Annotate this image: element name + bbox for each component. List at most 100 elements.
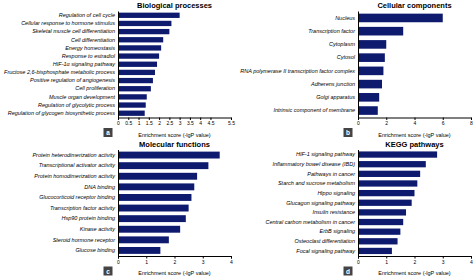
- x-tick: 2: [158, 118, 161, 127]
- x-tick: 2: [174, 256, 177, 265]
- y-tick-label: Transcriptional activator activity: [39, 162, 117, 168]
- bar: [118, 102, 146, 107]
- x-tick-label: 0: [117, 259, 120, 265]
- y-tick: Intrinsic component of membrane: [273, 107, 358, 113]
- x-tick-label: 2.5: [166, 120, 173, 126]
- bar: [118, 70, 155, 75]
- x-tick-label: 0: [357, 120, 360, 126]
- y-tick-label: ErbB signaling: [320, 228, 356, 234]
- bar: [358, 190, 415, 196]
- y-tick-label: Inflammatory bowel disease (IBD): [272, 161, 355, 167]
- y-tick-label: Protein heterodimerization activity: [32, 152, 116, 158]
- bars: [118, 152, 220, 254]
- y-tick: Inflammatory bowel disease (IBD): [272, 161, 358, 167]
- y-tick-label: Transcription factor: [308, 28, 356, 34]
- y-tick-label: Hsp90 protein binding: [61, 215, 115, 221]
- x-tick: 1: [385, 256, 388, 265]
- x-tick: 2: [385, 118, 388, 127]
- y-tick-label: HIF-1 signaling pathway: [296, 151, 356, 157]
- y-tick-label: Regulation of cell cycle: [59, 12, 115, 18]
- bar: [358, 200, 412, 206]
- bar: [358, 67, 383, 76]
- bar: [358, 80, 382, 89]
- x-tick-label: 1: [138, 120, 141, 126]
- y-tick-label: Steroid hormone receptor: [53, 237, 117, 243]
- y-tick-label: RNA polymerase II transcription factor c…: [240, 68, 355, 74]
- y-tick: Glucocorticoid receptor binding: [39, 194, 118, 200]
- y-tick-label: Regulation of glycogen biosynthetic proc…: [8, 110, 116, 116]
- y-tick: Kinase activity: [80, 226, 118, 232]
- x-tick-label: 4.5: [207, 120, 214, 126]
- y-tick: Glucagon signaling pathway: [286, 200, 358, 206]
- chart: 0 0.5 1 1.5 2 2.5 3 3.5 4 4.5 5.5 Regulation of gly…: [0, 0, 474, 279]
- x-axis-title: Enrichment score (-lgP value): [138, 132, 211, 138]
- x-axis: 0 1 2 3 4: [117, 256, 233, 265]
- y-tick: Insulin resistance: [313, 209, 359, 215]
- x-tick: 0.5: [125, 118, 132, 127]
- bar: [118, 111, 145, 116]
- y-tick-label: Osteoclast differentiation: [294, 238, 355, 244]
- x-tick-label: 3: [442, 259, 445, 265]
- title: KEGG pathways: [385, 140, 443, 149]
- x-tick: 1: [145, 256, 148, 265]
- title: Biological processes: [137, 1, 212, 10]
- x-tick-label: 3: [179, 120, 182, 126]
- x-tick-label: 4: [230, 259, 233, 265]
- x-tick: 0: [357, 256, 360, 265]
- y-tick: Nucleus: [335, 15, 358, 21]
- x-tick: 5.5: [228, 118, 235, 127]
- y-tick: Central carbon metabolism in cancer: [265, 219, 358, 225]
- y-tick: Cellular response to hormone stimulus: [21, 20, 118, 26]
- y-tick-label: Kinase activity: [80, 226, 116, 232]
- x-axis: 02468: [357, 118, 473, 127]
- bar: [358, 14, 443, 23]
- y-tick: Osteoclast differentiation: [294, 238, 358, 244]
- x-tick: 3.5: [187, 118, 194, 127]
- y-tick-label: Muscle organ development: [49, 94, 116, 100]
- y-tick: Muscle organ development: [49, 94, 118, 100]
- y-tick-label: Positive regulation of angiogenesis: [30, 77, 115, 83]
- y-tick: Transcription factor: [308, 28, 358, 34]
- y-tick: Cytosol: [337, 54, 358, 60]
- bar: [118, 29, 169, 34]
- y-axis: Focal signaling pathway Osteoclast differ…: [265, 150, 358, 257]
- y-tick: Protein heterodimerization activity: [32, 152, 118, 158]
- x-tick-label: 3.5: [187, 120, 194, 126]
- y-tick: Response to estradiol: [62, 53, 118, 59]
- x-tick-label: 0.5: [125, 120, 132, 126]
- x-tick-label: 3: [202, 259, 205, 265]
- y-tick: Fructose 2,6-bisphosphate metabolic proc…: [4, 69, 118, 75]
- x-tick-label: 4: [470, 259, 473, 265]
- y-tick: Hippo signaling: [317, 190, 358, 196]
- bar: [358, 151, 437, 157]
- x-tick-label: 5.5: [228, 120, 235, 126]
- annotation-box: [344, 267, 353, 276]
- y-tick-label: Transcription factor activity: [50, 205, 116, 211]
- bars: [358, 151, 437, 254]
- x-axis-title: Enrichment score (-lgP value): [378, 132, 451, 138]
- bar: [118, 247, 160, 254]
- x-tick-label: 1.5: [146, 120, 153, 126]
- y-tick: ErbB signaling: [320, 228, 358, 234]
- y-tick-label: Response to estradiol: [62, 53, 116, 59]
- y-tick: Starch and sucrose metabolism: [278, 180, 358, 186]
- y-tick-label: Adherens junction: [310, 81, 355, 87]
- x-axis-title: Enrichment score (-lgP value): [138, 270, 211, 276]
- y-tick-label: Focal signaling pathway: [296, 248, 356, 254]
- x-tick-label: 2: [158, 120, 161, 126]
- bar: [118, 21, 171, 26]
- x-tick: 2: [414, 256, 417, 265]
- x-tick: 3: [442, 256, 445, 265]
- bar: [358, 171, 420, 177]
- annotation-label: a: [106, 129, 110, 136]
- y-tick-label: Cytosol: [337, 54, 356, 60]
- title: Cellular components: [377, 1, 451, 10]
- y-tick: Skeletal muscle cell differentiation: [32, 28, 118, 34]
- annotation-box: [104, 128, 113, 137]
- bar: [358, 40, 386, 49]
- bar: [118, 78, 153, 83]
- x-tick: 0: [357, 118, 360, 127]
- bar: [358, 106, 378, 115]
- annotation-label: c: [106, 268, 110, 275]
- bar: [118, 226, 180, 233]
